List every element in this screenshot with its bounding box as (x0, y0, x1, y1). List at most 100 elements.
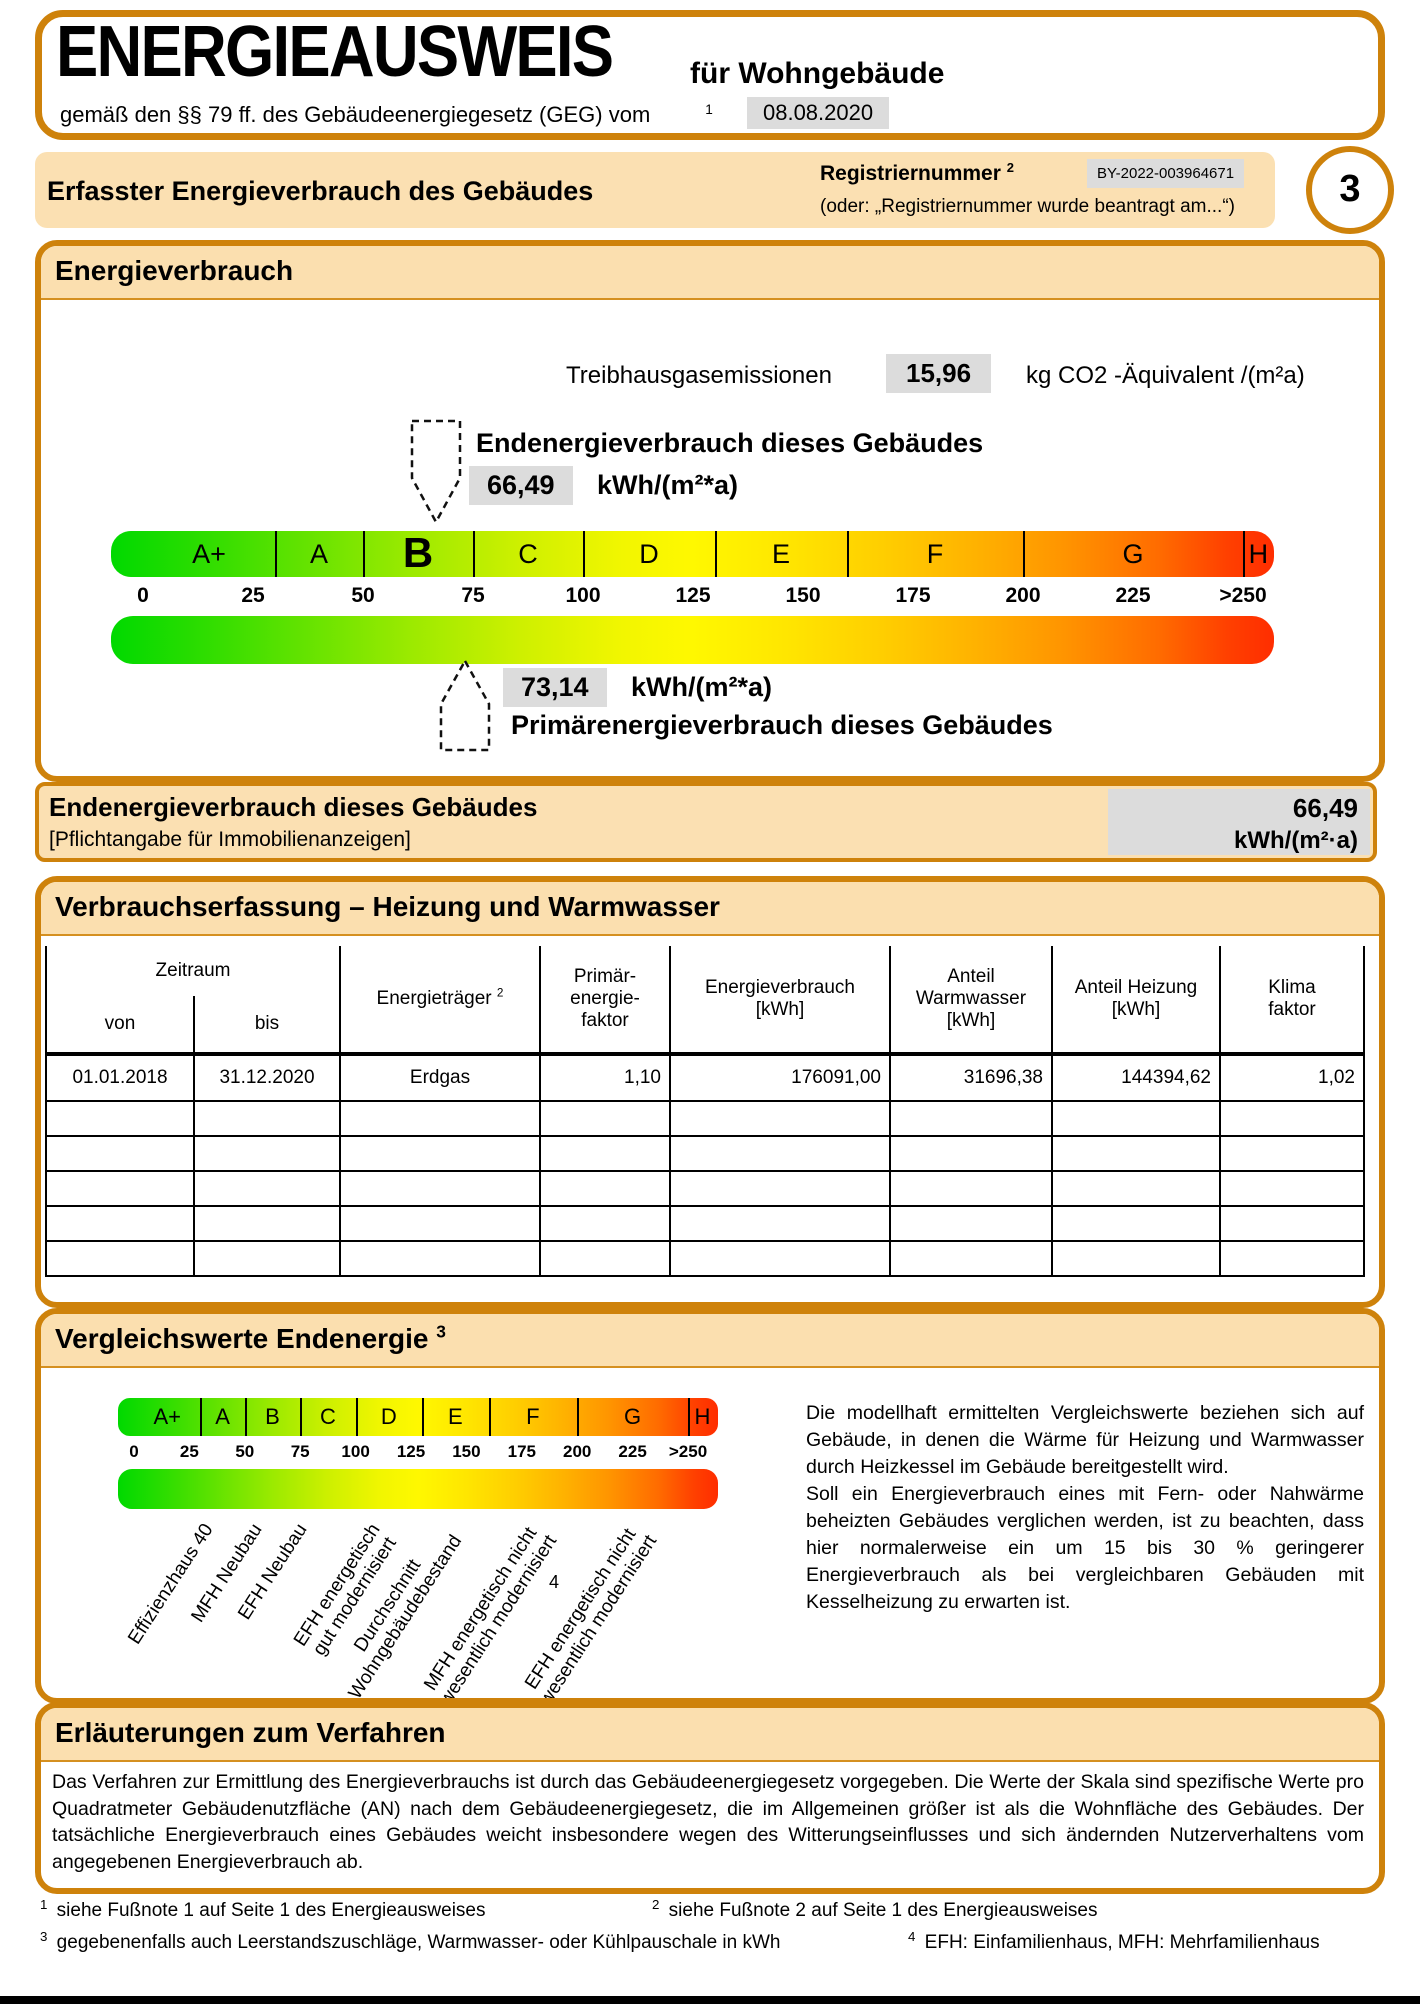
col-verbrauch: Energieverbrauch [kWh] (669, 946, 891, 1056)
registration-number: BY-2022-003964671 (1087, 159, 1245, 188)
table-empty-cell (539, 1135, 671, 1172)
col-von: von (45, 996, 195, 1056)
tick-label: 125 (396, 1442, 426, 1461)
footnote-2: 2 siehe Fußnote 2 auf Seite 1 des Energi… (652, 1896, 1098, 1921)
banner-title: Endenergieverbrauch dieses Gebäudes (49, 792, 538, 822)
consumption-section-header: Verbrauchserfassung – Heizung und Warmwa… (41, 882, 1379, 936)
tick-label: 200 (1005, 584, 1041, 607)
footnote-ref-4: 4 (549, 1572, 560, 1592)
energy-section-title: Energieverbrauch (55, 255, 294, 286)
table-empty-cell (539, 1100, 671, 1137)
class-letter-e: E (771, 539, 791, 569)
table-empty-cell (669, 1100, 891, 1137)
footnote-number: 2 (652, 1896, 660, 1912)
tick-label: 175 (507, 1442, 536, 1461)
footnote-4: 4 EFH: Einfamilienhaus, MFH: Mehrfamilie… (908, 1928, 1320, 1953)
table-empty-cell (45, 1205, 195, 1242)
consumption-table-section: Verbrauchserfassung – Heizung und Warmwa… (35, 876, 1385, 1308)
consumption-table: Zeitraum Energieträger 2 Primär-energie-fa… (45, 946, 1365, 1277)
comparison-section: Vergleichswerte Endenergie 3 A+ A B C D E F G H … (35, 1308, 1385, 1704)
table-empty-cell (669, 1170, 891, 1207)
ghg-value: 15,96 (886, 354, 992, 393)
tick-label: 0 (137, 584, 149, 607)
page-bottom-rule (0, 1996, 1420, 2004)
comparison-tick-row: 0 25 50 75 100 125 150 175 200 225 >250 (118, 1442, 718, 1462)
banner-unit: kWh/(m²·a) (1234, 827, 1358, 854)
footnote-ref-3: 3 (436, 1321, 446, 1342)
scale-divider (715, 531, 717, 577)
class-letter-f: F (926, 539, 944, 569)
class-letter-g: G (624, 1404, 642, 1429)
table-empty-cell (193, 1100, 341, 1137)
energy-gradient-band (111, 616, 1274, 664)
ghg-label: Treibhausgasemissionen (566, 362, 832, 389)
tick-label: 150 (452, 1442, 481, 1461)
col-bis: bis (193, 996, 341, 1056)
explanation-section-title: Erläuterungen zum Verfahren (55, 1717, 446, 1748)
table-empty-cell (669, 1240, 891, 1277)
scale-divider (275, 531, 277, 577)
col-warmwasser: Anteil Warmwasser [kWh] (889, 946, 1053, 1056)
table-empty-cell (193, 1135, 341, 1172)
scale-divider (473, 531, 475, 577)
class-letter-c: C (319, 1404, 336, 1429)
table-empty-cell (45, 1240, 195, 1277)
table-cell: 1,10 (539, 1053, 671, 1102)
comparison-section-header: Vergleichswerte Endenergie 3 (41, 1314, 1379, 1368)
table-empty-cell (889, 1240, 1053, 1277)
header-box: ENERGIEAUSWEIS für Wohngebäude gemäß den… (35, 10, 1385, 140)
class-letter-a+: A+ (192, 539, 226, 569)
scale-divider (488, 1398, 491, 1436)
class-letter-e: E (447, 1404, 463, 1429)
footnote-1: 1 siehe Fußnote 1 auf Seite 1 des Energi… (40, 1896, 486, 1921)
table-empty-cell (1051, 1170, 1221, 1207)
tick-label: 175 (895, 584, 931, 607)
document-title: ENERGIEAUSWEIS (56, 12, 614, 92)
end-energy-unit: kWh/(m²*a) (597, 470, 738, 500)
ghg-unit: kg CO2 -Äquivalent /(m²a) (1026, 362, 1305, 389)
tick-label: 100 (565, 584, 601, 607)
table-empty-cell (1051, 1100, 1221, 1137)
footnote-ref-2: 2 (1006, 160, 1014, 175)
consumption-table-wrap: Zeitraum Energieträger 2 Primär-energie-fa… (45, 946, 1365, 1277)
tick-label: 0 (129, 1442, 139, 1461)
col-zeitraum: Zeitraum (45, 946, 341, 996)
footnote-number: 4 (908, 1928, 916, 1944)
scale-divider (300, 1398, 303, 1436)
table-empty-cell (1219, 1240, 1365, 1277)
table-empty-cell (889, 1205, 1053, 1242)
table-cell: 31696,38 (889, 1053, 1053, 1102)
col-heizung: Anteil Heizung [kWh] (1051, 946, 1221, 1056)
end-energy-banner: Endenergieverbrauch dieses Gebäudes [Pfl… (35, 782, 1377, 862)
table-empty-cell (339, 1170, 541, 1207)
table-cell: 176091,00 (669, 1053, 891, 1102)
energy-class-band: A+ A B C D E F G H (111, 531, 1274, 577)
tick-label: 150 (785, 584, 821, 607)
class-letter-d: D (380, 1404, 397, 1429)
table-empty-cell (669, 1205, 891, 1242)
tick-label: 50 (235, 1442, 255, 1461)
scale-divider (422, 1398, 425, 1436)
col-klima: Klima faktor (1219, 946, 1365, 1056)
tick-label: >250 (668, 1442, 708, 1461)
table-empty-cell (1051, 1205, 1221, 1242)
document-title-suffix: für Wohngebäude (690, 57, 945, 90)
comparison-class-band: A+ A B C D E F G H (118, 1398, 718, 1436)
class-letter-h: H (694, 1404, 711, 1429)
table-empty-cell (193, 1240, 341, 1277)
comparison-paragraph: Soll ein Energieverbrauch eines mit Fern… (806, 1483, 1364, 1613)
end-energy-label: Endenergieverbrauch dieses Gebäudes (476, 428, 984, 458)
tick-label: 200 (563, 1442, 592, 1461)
tick-label: 50 (351, 584, 375, 607)
table-empty-cell (339, 1205, 541, 1242)
table-empty-cell (539, 1240, 671, 1277)
energy-consumption-section: Energieverbrauch Treibhausgasemissionen … (35, 240, 1385, 782)
registration-label: Registriernummer 2 (820, 160, 1014, 185)
energy-tick-row: 0 25 50 75 100 125 150 175 200 225 >250 (111, 584, 1274, 608)
footnote-3: 3 gegebenenfalls auch Leerstandszuschläg… (40, 1928, 781, 1953)
class-letter-b: B (402, 529, 434, 576)
scale-divider (244, 1398, 247, 1436)
table-empty-cell (1219, 1135, 1365, 1172)
class-letter-b: B (265, 1404, 280, 1429)
scale-divider (1023, 531, 1025, 577)
